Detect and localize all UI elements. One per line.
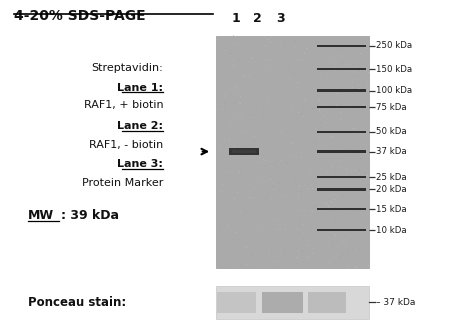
Bar: [317, 208, 366, 210]
Text: 20 kDa: 20 kDa: [376, 185, 407, 194]
Text: – 37 kDa: – 37 kDa: [376, 298, 416, 307]
Bar: [317, 176, 366, 178]
Bar: [216, 36, 369, 268]
Bar: [317, 45, 366, 47]
Bar: [317, 131, 366, 133]
Text: 1: 1: [231, 12, 240, 25]
Text: : 39 kDa: : 39 kDa: [61, 209, 118, 222]
Bar: [317, 90, 366, 92]
Text: Lane 3:: Lane 3:: [117, 160, 163, 169]
Text: 250 kDa: 250 kDa: [376, 42, 413, 51]
Text: Lane 2:: Lane 2:: [117, 121, 163, 131]
Bar: [317, 106, 366, 108]
Text: 3: 3: [276, 12, 285, 25]
Bar: [217, 291, 256, 313]
Text: 37 kDa: 37 kDa: [376, 147, 407, 156]
Bar: [317, 188, 366, 190]
Bar: [229, 148, 259, 155]
Text: 75 kDa: 75 kDa: [376, 103, 407, 112]
Bar: [232, 151, 257, 154]
Text: 10 kDa: 10 kDa: [376, 225, 407, 234]
Text: Ponceau stain:: Ponceau stain:: [28, 296, 126, 309]
Bar: [317, 150, 366, 153]
Text: Lane 1:: Lane 1:: [117, 83, 163, 93]
Text: Protein Marker: Protein Marker: [82, 178, 163, 188]
Text: 150 kDa: 150 kDa: [376, 65, 413, 74]
Bar: [308, 291, 346, 313]
Text: 100 kDa: 100 kDa: [376, 86, 413, 95]
Bar: [216, 286, 369, 319]
Text: 50 kDa: 50 kDa: [376, 127, 407, 136]
Text: RAF1, + biotin: RAF1, + biotin: [84, 100, 163, 110]
Bar: [262, 291, 303, 313]
Text: Streptavidin:: Streptavidin:: [91, 63, 163, 73]
Text: RAF1, - biotin: RAF1, - biotin: [89, 140, 163, 150]
Text: 25 kDa: 25 kDa: [376, 172, 407, 181]
Text: 4-20% SDS-PAGE: 4-20% SDS-PAGE: [14, 9, 146, 23]
Text: 2: 2: [253, 12, 262, 25]
Text: MW: MW: [28, 209, 54, 222]
Bar: [317, 68, 366, 71]
Text: 15 kDa: 15 kDa: [376, 205, 407, 214]
Bar: [317, 229, 366, 231]
